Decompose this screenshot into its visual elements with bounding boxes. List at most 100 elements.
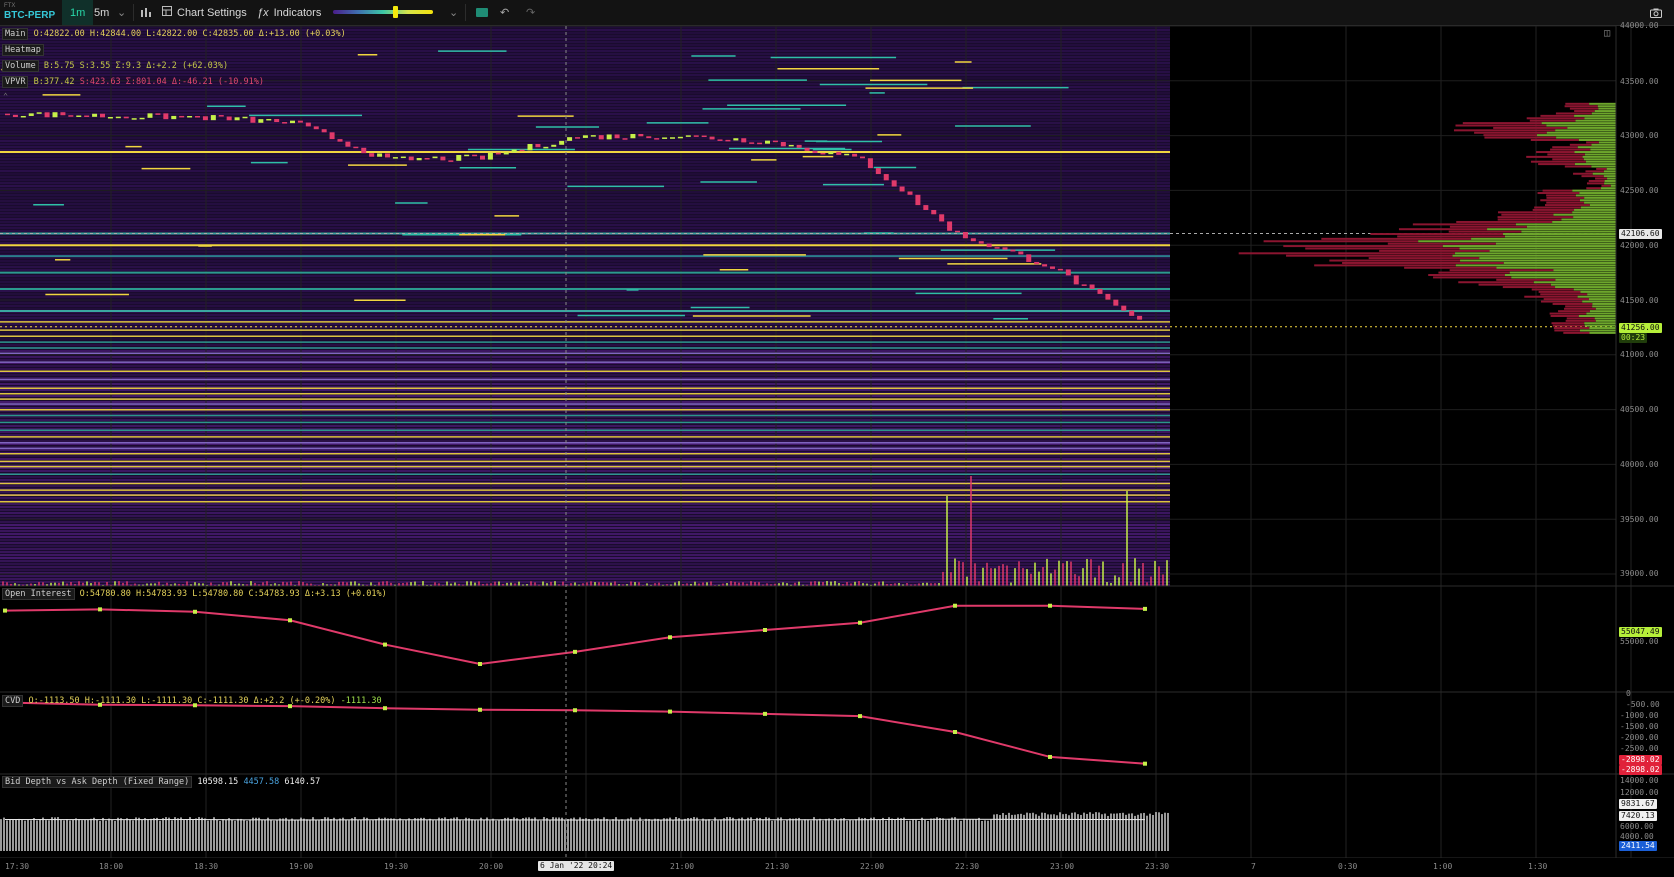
volume-bar bbox=[78, 581, 80, 586]
bar-chart-icon[interactable] bbox=[140, 0, 151, 25]
depth-bar bbox=[903, 817, 905, 851]
candle bbox=[1034, 261, 1040, 265]
depth-bar bbox=[792, 818, 794, 851]
candle bbox=[1121, 305, 1127, 311]
depth-bar bbox=[528, 817, 530, 851]
volume-label[interactable]: Volume bbox=[2, 60, 39, 72]
depth-label[interactable]: Bid Depth vs Ask Depth (Fixed Range) bbox=[2, 776, 193, 788]
depth-bar bbox=[516, 818, 518, 851]
vpvr-buy-bar bbox=[1572, 189, 1616, 192]
volume-bar bbox=[1062, 563, 1064, 586]
time-tick: 17:30 bbox=[5, 862, 30, 871]
volume-bars bbox=[2, 476, 1168, 586]
vpvr-sell-bar bbox=[1530, 138, 1579, 141]
undo-icon[interactable]: ↶ bbox=[500, 7, 510, 19]
volume-bar bbox=[74, 584, 76, 586]
heatmap-intensity-slider[interactable] bbox=[333, 6, 433, 18]
cvd-point bbox=[953, 730, 957, 734]
heatmap-row bbox=[0, 44, 1170, 46]
price-tick: 40500.00 bbox=[1620, 405, 1659, 414]
heatmap-row bbox=[0, 293, 1170, 295]
camera-icon[interactable] bbox=[1650, 0, 1662, 25]
open-interest-series bbox=[3, 603, 1147, 666]
depth-bar bbox=[273, 820, 275, 851]
oi-label[interactable]: Open Interest bbox=[2, 588, 75, 600]
depth-bar bbox=[738, 818, 740, 851]
heatmap-row bbox=[0, 449, 1170, 451]
volume-bar bbox=[582, 583, 584, 586]
heatmap-row bbox=[0, 218, 1170, 220]
heatmap-row bbox=[0, 575, 1170, 577]
volume-bar bbox=[494, 581, 496, 586]
volume-bar bbox=[534, 582, 536, 586]
candle bbox=[195, 115, 200, 118]
chevron-down-icon[interactable]: ⌄ bbox=[449, 7, 459, 19]
depth-bar bbox=[621, 819, 623, 851]
candle bbox=[693, 135, 699, 137]
vpvr-buy-bar bbox=[1595, 319, 1616, 322]
symbol-selector[interactable]: FTX BTC-PERP bbox=[0, 0, 60, 25]
candle bbox=[179, 115, 185, 118]
heatmap-row bbox=[0, 125, 1170, 127]
vpvr-sell-bar bbox=[1550, 148, 1591, 151]
oi-point bbox=[1048, 603, 1052, 608]
heatmap-row bbox=[0, 161, 1170, 163]
depth-bar bbox=[657, 818, 659, 851]
cvd-label[interactable]: CVD bbox=[2, 695, 24, 707]
vpvr-sell-bar bbox=[1496, 278, 1556, 281]
depth-bar bbox=[381, 818, 383, 851]
slider-knob[interactable] bbox=[393, 6, 398, 18]
depth-bar bbox=[702, 818, 704, 851]
main-pane-label[interactable]: Main bbox=[2, 28, 29, 40]
vpvr-sell-bar bbox=[1554, 329, 1580, 332]
heatmap-row bbox=[0, 536, 1170, 538]
heatmap-row bbox=[0, 563, 1170, 565]
candle bbox=[20, 115, 26, 118]
panel-toggle-icon[interactable]: ◫ bbox=[1604, 28, 1611, 39]
depth-bar bbox=[675, 817, 677, 851]
depth-bar bbox=[1032, 812, 1034, 851]
vpvr-sell-bar bbox=[1565, 305, 1593, 308]
depth-bar bbox=[651, 820, 653, 851]
timeframe-1m-button[interactable]: 1m bbox=[62, 0, 94, 25]
volume-bar bbox=[154, 583, 156, 586]
vpvr-buy-bar bbox=[1577, 146, 1616, 149]
vpvr-buy-bar bbox=[1610, 184, 1616, 187]
vpvr-buy-bar bbox=[1573, 216, 1616, 219]
indicators-button[interactable]: ƒx Indicators bbox=[257, 0, 321, 25]
candle bbox=[955, 230, 960, 233]
vpvr-sell-bar bbox=[1586, 141, 1599, 144]
depth-bar bbox=[129, 819, 131, 851]
chart-canvas[interactable] bbox=[0, 26, 1674, 858]
collapse-legend-icon[interactable]: ⌃ bbox=[3, 92, 9, 102]
vpvr-label[interactable]: VPVR bbox=[2, 76, 29, 88]
candle bbox=[978, 241, 984, 244]
candle bbox=[1073, 275, 1079, 285]
depth-bar bbox=[357, 819, 359, 851]
depth-bar bbox=[309, 819, 311, 851]
vpvr-buy-bar bbox=[1577, 295, 1616, 298]
volume-bar bbox=[618, 584, 620, 586]
heatmap-toggle-button[interactable] bbox=[470, 0, 494, 25]
heatmap-row bbox=[0, 395, 1170, 397]
volume-bar bbox=[290, 581, 292, 586]
heatmap-row bbox=[0, 74, 1170, 76]
candle bbox=[36, 112, 42, 114]
timeframe-5m-button[interactable]: 5m bbox=[94, 6, 110, 19]
depth-bar bbox=[288, 819, 290, 851]
depth-bar bbox=[882, 817, 884, 851]
depth-bar bbox=[432, 819, 434, 851]
depth-bar bbox=[1128, 813, 1130, 851]
volume-bar bbox=[350, 581, 352, 586]
depth-bar bbox=[42, 817, 44, 851]
depth-bar bbox=[192, 819, 194, 851]
heatmap-row bbox=[0, 143, 1170, 145]
candle bbox=[836, 151, 842, 155]
depth-bar bbox=[909, 820, 911, 851]
chevron-down-icon[interactable]: ⌄ bbox=[117, 7, 127, 19]
chart-settings-button[interactable]: Chart Settings bbox=[162, 0, 247, 25]
candle bbox=[883, 174, 889, 181]
redo-icon[interactable]: ↷ bbox=[526, 7, 536, 19]
heatmap-label[interactable]: Heatmap bbox=[2, 44, 44, 56]
candle bbox=[511, 149, 517, 153]
